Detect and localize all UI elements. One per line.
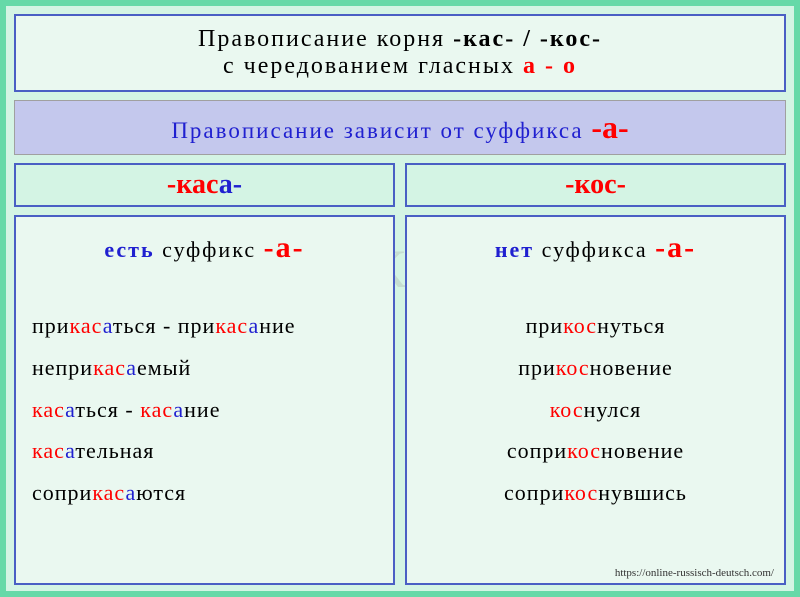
page-container: S.Kam Правописание корня -кас- / -кос- с… [0, 0, 800, 597]
example-segment: кас [70, 313, 103, 338]
example-segment: а [103, 313, 113, 338]
example-segment: ние [184, 397, 220, 422]
example-segment: нуться [597, 313, 665, 338]
example-segment: кас [32, 438, 65, 463]
example-segment: кос [550, 397, 584, 422]
header-root: -кас- / -кос- [453, 26, 602, 52]
example-segment: сопри [507, 438, 567, 463]
example-line: касательная [32, 430, 377, 472]
rule-suffix: -а- [591, 109, 628, 145]
col-header-a: а- [219, 169, 242, 200]
sfx-a-left: -а- [264, 231, 305, 264]
col-body-left: есть суффикс -а- прикасаться - прикасани… [14, 215, 395, 585]
col-header-right: -кос- [405, 163, 786, 207]
example-segment: сопри [32, 480, 92, 505]
columns: -каса- есть суффикс -а- прикасаться - пр… [14, 163, 786, 585]
example-line: прикоснуться [423, 305, 768, 347]
header-pre: Правописание корня [198, 26, 453, 52]
example-segment: тельная [75, 438, 154, 463]
example-segment: новение [590, 355, 673, 380]
example-segment: кос [563, 313, 597, 338]
examples-right: прикоснутьсяприкосновениекоснулсясоприко… [423, 305, 768, 514]
example-line: прикасаться - прикасание [32, 305, 377, 347]
example-segment: а [125, 480, 136, 505]
col-header-left: -каса- [14, 163, 395, 207]
example-segment: а [126, 355, 137, 380]
cond-left: есть [104, 237, 154, 262]
example-segment: при [32, 313, 70, 338]
header-vowels: а - о [523, 53, 577, 79]
sfx-a-right: -а- [655, 231, 696, 264]
example-segment: кос [564, 480, 598, 505]
example-segment: а [65, 438, 75, 463]
example-segment: кас [215, 313, 248, 338]
attribution: https://online-russisch-deutsch.com/ [615, 567, 774, 579]
header-box: Правописание корня -кас- / -кос- с черед… [14, 14, 786, 92]
example-segment: кас [140, 397, 173, 422]
cond-rest-right: суффикса [534, 237, 655, 262]
example-segment: кос [567, 438, 601, 463]
example-segment: кас [92, 480, 125, 505]
example-line: коснулся [423, 389, 768, 431]
suffix-line-right: нет суффикса -а- [423, 231, 768, 265]
rule-box: Правописание зависит от суффикса -а- [14, 100, 786, 155]
example-segment: емый [137, 355, 191, 380]
suffix-line-left: есть суффикс -а- [32, 231, 377, 265]
cond-rest-left: суффикс [155, 237, 264, 262]
col-header-root-right: -кос- [565, 169, 626, 200]
example-segment: непри [32, 355, 93, 380]
column-left: -каса- есть суффикс -а- прикасаться - пр… [14, 163, 395, 585]
col-header-root: -кас [167, 169, 219, 200]
example-segment: ться - [75, 397, 140, 422]
example-segment: ться - при [113, 313, 215, 338]
header-line1: Правописание корня -кас- / -кос- [36, 26, 764, 53]
cond-right: нет [495, 237, 534, 262]
col-body-right: нет суффикса -а- прикоснутьсяприкосновен… [405, 215, 786, 585]
example-segment: при [526, 313, 564, 338]
example-segment: новение [601, 438, 684, 463]
example-segment: а [248, 313, 259, 338]
column-right: -кос- нет суффикса -а- прикоснутьсяприко… [405, 163, 786, 585]
header-line2: с чередованием гласных а - о [36, 53, 764, 80]
example-segment: кос [556, 355, 590, 380]
example-line: соприкоснувшись [423, 472, 768, 514]
example-segment: нувшись [598, 480, 687, 505]
example-line: неприкасаемый [32, 347, 377, 389]
example-segment: при [518, 355, 556, 380]
example-line: касаться - касание [32, 389, 377, 431]
example-segment: ются [136, 480, 186, 505]
example-segment: ние [259, 313, 295, 338]
examples-left: прикасаться - прикасаниенеприкасаемыйкас… [32, 305, 377, 514]
example-segment: сопри [504, 480, 564, 505]
header-line2-pre: с чередованием гласных [223, 53, 523, 79]
example-segment: кас [32, 397, 65, 422]
example-segment: нулся [584, 397, 642, 422]
example-line: соприкосновение [423, 430, 768, 472]
example-line: прикосновение [423, 347, 768, 389]
rule-text: Правописание зависит от суффикса [171, 118, 591, 143]
example-segment: кас [93, 355, 126, 380]
example-segment: а [65, 397, 75, 422]
example-segment: а [173, 397, 184, 422]
example-line: соприкасаются [32, 472, 377, 514]
